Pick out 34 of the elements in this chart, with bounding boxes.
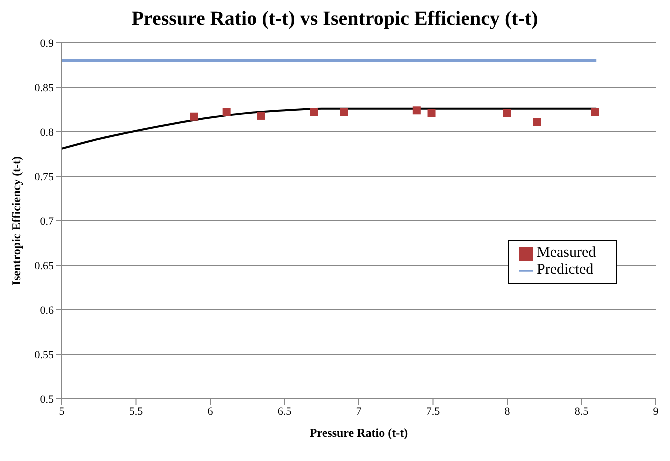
x-tick-label: 8 bbox=[504, 406, 511, 418]
legend-label: Measured bbox=[537, 245, 596, 261]
point bbox=[533, 118, 542, 126]
point bbox=[256, 112, 265, 120]
y-tick-label: 0.55 bbox=[34, 349, 54, 362]
x-tick-label: 8.5 bbox=[574, 406, 590, 418]
x-tick-label: 5 bbox=[59, 406, 66, 418]
y-tick-label: 0.85 bbox=[34, 82, 54, 94]
point bbox=[222, 108, 231, 116]
line-series bbox=[62, 108, 598, 150]
x-tick-label: 6 bbox=[208, 406, 214, 418]
y-tick-label: 0.65 bbox=[34, 260, 54, 272]
point bbox=[504, 109, 512, 118]
x-tick-label: 5.5 bbox=[129, 406, 144, 418]
y-tick-label: 0.8 bbox=[40, 126, 54, 139]
point bbox=[591, 108, 600, 116]
point bbox=[190, 112, 198, 121]
y-tick-label: 0.9 bbox=[40, 38, 54, 50]
x-tick-label: 6.5 bbox=[278, 406, 292, 418]
y-tick-label: 0.7 bbox=[40, 216, 54, 228]
legend-label: Predicted bbox=[537, 262, 594, 278]
point bbox=[310, 108, 318, 116]
point bbox=[340, 108, 348, 116]
y-axis-title: Isentropic Efficiency (t-t) bbox=[9, 156, 24, 286]
point bbox=[428, 109, 436, 118]
point bbox=[412, 106, 421, 115]
y-tick-label: 0.75 bbox=[34, 171, 54, 184]
x-axis-title: Pressure Ratio (t-t) bbox=[310, 426, 408, 440]
x-tick-label: 7.5 bbox=[426, 406, 441, 418]
chart-title: Pressure Ratio (t-t) vs Isentropic Efficiency (t-t) bbox=[130, 8, 540, 31]
y-tick-label: 0.5 bbox=[40, 394, 54, 406]
x-tick-label: 9 bbox=[653, 406, 660, 418]
x-tick-label: 7 bbox=[356, 406, 362, 418]
y-tick-label: 0.6 bbox=[40, 304, 54, 317]
